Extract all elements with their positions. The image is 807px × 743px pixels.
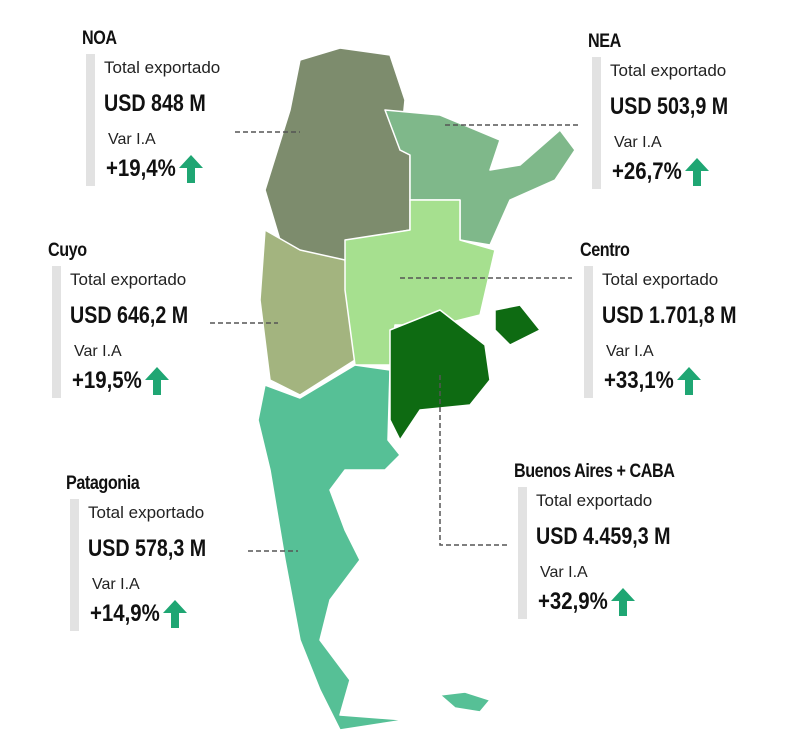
variation-value: +33,1% <box>604 367 674 394</box>
total-label: Total exportado <box>602 270 719 289</box>
up-arrow <box>179 155 204 183</box>
region-name: Cuyo <box>48 240 87 261</box>
variation-value: +19,4% <box>106 155 176 182</box>
side-bar <box>518 487 527 619</box>
export-value: USD 4.459,3 M <box>536 523 671 550</box>
leader-line <box>439 375 510 546</box>
variation: +33,1% <box>604 366 702 396</box>
region-name: NOA <box>82 28 117 49</box>
arrow-shape <box>145 367 170 395</box>
variation: +32,9% <box>538 587 636 617</box>
export-value: USD 1.701,8 M <box>602 302 737 329</box>
side-bar <box>52 266 61 398</box>
export-value: USD 578,3 M <box>88 535 207 562</box>
export-value: USD 646,2 M <box>70 302 189 329</box>
variation: +26,7% <box>612 157 710 187</box>
arrow-shape <box>677 367 702 395</box>
patagonia-shape <box>257 364 406 731</box>
side-bar <box>592 57 601 189</box>
arrow-shape <box>611 588 636 616</box>
total-label: Total exportado <box>70 270 187 289</box>
var-label: Var I.A <box>540 564 588 581</box>
side-bar <box>584 266 593 398</box>
up-arrow <box>677 367 702 395</box>
total-label: Total exportado <box>536 491 653 510</box>
variation: +19,5% <box>72 366 170 396</box>
var-label: Var I.A <box>74 343 122 360</box>
var-label: Var I.A <box>108 131 156 148</box>
var-label: Var I.A <box>614 134 662 151</box>
islands-shape <box>439 691 491 713</box>
variation-value: +19,5% <box>72 367 142 394</box>
total-label: Total exportado <box>88 503 205 522</box>
total-label: Total exportado <box>610 61 727 80</box>
arrow-shape <box>685 158 710 186</box>
variation-value: +26,7% <box>612 158 682 185</box>
region-name: Buenos Aires + CABA <box>514 461 675 482</box>
arrow-shape <box>179 155 204 183</box>
up-arrow <box>163 600 188 628</box>
up-arrow <box>685 158 710 186</box>
cuyo-shape <box>259 229 356 396</box>
variation-value: +14,9% <box>90 600 160 627</box>
nea-shape <box>384 109 576 246</box>
side-bar <box>70 499 79 631</box>
side-bar <box>86 54 95 186</box>
variation: +14,9% <box>90 599 188 629</box>
up-arrow <box>145 367 170 395</box>
region-name: NEA <box>588 31 621 52</box>
caba-shape <box>494 304 541 346</box>
region-name: Patagonia <box>66 473 140 494</box>
arrow-shape <box>163 600 188 628</box>
variation: +19,4% <box>106 154 204 184</box>
export-value: USD 503,9 M <box>610 93 729 120</box>
region-name: Centro <box>580 240 630 261</box>
export-value: USD 848 M <box>104 90 206 117</box>
var-label: Var I.A <box>606 343 654 360</box>
variation-value: +32,9% <box>538 588 608 615</box>
total-label: Total exportado <box>104 58 221 77</box>
var-label: Var I.A <box>92 576 140 593</box>
up-arrow <box>611 588 636 616</box>
